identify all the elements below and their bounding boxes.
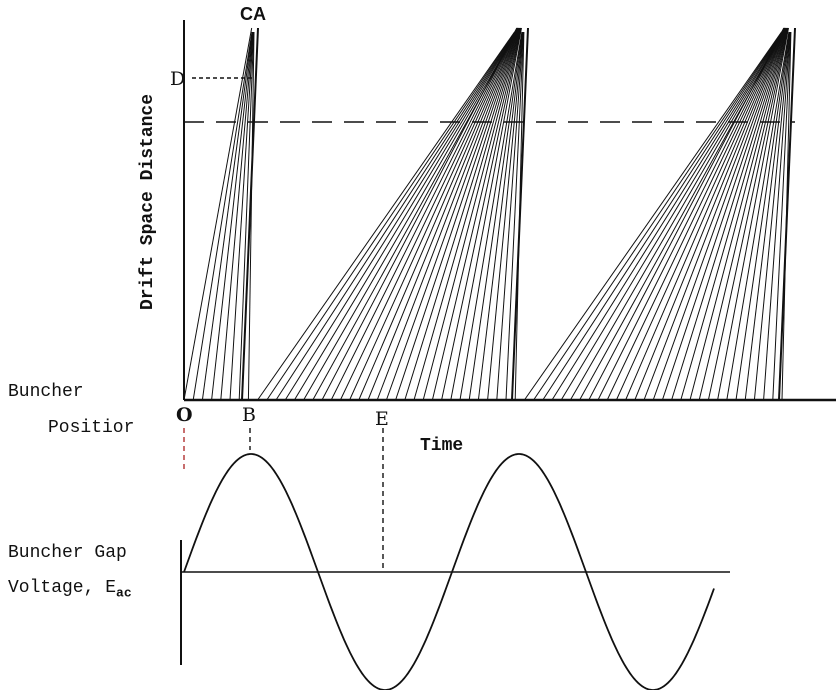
- trajectory-line: [330, 27, 518, 401]
- trajectory-line: [505, 31, 525, 401]
- bunch-line: [511, 27, 529, 401]
- voltage-label-text: Voltage, E: [8, 578, 117, 598]
- voltage-subscript: ac: [116, 585, 132, 601]
- trajectory-line: [652, 27, 787, 401]
- trajectory-line: [441, 27, 522, 401]
- trajectory-line: [422, 27, 521, 401]
- trajectory-line: [376, 27, 520, 401]
- b-label: B: [242, 404, 256, 426]
- trajectory-line: [358, 27, 519, 401]
- trajectory-line: [284, 31, 516, 401]
- trajectory-line: [349, 27, 519, 401]
- bunch-line: [778, 27, 796, 401]
- trajectory-line: [597, 27, 785, 401]
- trajectory-line: [431, 27, 522, 401]
- trajectory-line: [367, 27, 519, 401]
- trajectory-line: [615, 27, 786, 401]
- trajectory-line: [744, 31, 790, 401]
- trajectory-line: [496, 31, 524, 401]
- ca-label: CA: [240, 4, 266, 24]
- trajectory-line: [477, 31, 524, 401]
- buncher-label: Buncher: [8, 382, 84, 402]
- trajectory-line: [211, 31, 254, 401]
- trajectory-line: [339, 27, 518, 401]
- trajectory-line: [293, 31, 517, 401]
- trajectory-line: [588, 27, 785, 401]
- trajectory-line: [257, 31, 515, 401]
- e-label: E: [375, 408, 389, 430]
- trajectory-line: [680, 27, 788, 401]
- trajectory-line: [533, 31, 783, 401]
- trajectory-line: [661, 27, 787, 401]
- gap-voltage-waveform: [183, 453, 715, 690]
- y-axis-label: Drift Space Distance: [138, 93, 158, 310]
- trajectory-line: [459, 31, 523, 401]
- trajectory-line: [560, 31, 784, 401]
- trajectory-line: [772, 31, 792, 401]
- trajectory-line: [487, 31, 524, 401]
- trajectory-line: [220, 31, 254, 401]
- trajectory-line: [726, 31, 790, 401]
- time-label: Time: [420, 436, 464, 456]
- voltage-label: Voltage, Eac: [8, 578, 132, 601]
- trajectory-line: [717, 27, 789, 401]
- trajectory-line: [321, 27, 518, 401]
- bunch-line: [241, 27, 259, 401]
- trajectory-line: [551, 31, 783, 401]
- trajectory-line: [606, 27, 785, 401]
- trajectory-line: [395, 27, 520, 401]
- trajectory-line: [698, 27, 789, 401]
- d-label: D: [170, 68, 186, 90]
- o-label: O: [176, 404, 193, 426]
- trajectory-line: [413, 27, 521, 401]
- trajectory-line: [542, 31, 783, 401]
- trajectory-line: [450, 27, 522, 401]
- trajectory-line: [753, 31, 791, 401]
- trajectory-line: [468, 31, 523, 401]
- trajectory-line: [247, 31, 255, 401]
- trajectory-line: [275, 31, 516, 401]
- trajectory-line: [671, 27, 788, 401]
- gap-label: Buncher Gap: [8, 543, 127, 563]
- trajectory-line: [643, 27, 787, 401]
- trajectory-line: [763, 31, 791, 401]
- position-label: Positior: [48, 418, 135, 438]
- trajectory-line: [266, 31, 516, 401]
- trajectory-line: [238, 31, 255, 401]
- trajectory-line: [303, 31, 517, 401]
- trajectory-line: [569, 31, 784, 401]
- trajectory-line: [634, 27, 786, 401]
- trajectory-line: [183, 27, 253, 401]
- trajectory-line: [385, 27, 520, 401]
- electron-trajectories: [183, 27, 796, 401]
- trajectory-line: [689, 27, 788, 401]
- trajectory-line: [192, 31, 253, 401]
- trajectory-line: [707, 27, 789, 401]
- trajectory-line: [735, 31, 790, 401]
- trajectory-line: [201, 31, 253, 401]
- trajectory-line: [229, 31, 254, 401]
- trajectory-line: [625, 27, 786, 401]
- trajectory-line: [523, 31, 782, 401]
- trajectory-line: [404, 27, 521, 401]
